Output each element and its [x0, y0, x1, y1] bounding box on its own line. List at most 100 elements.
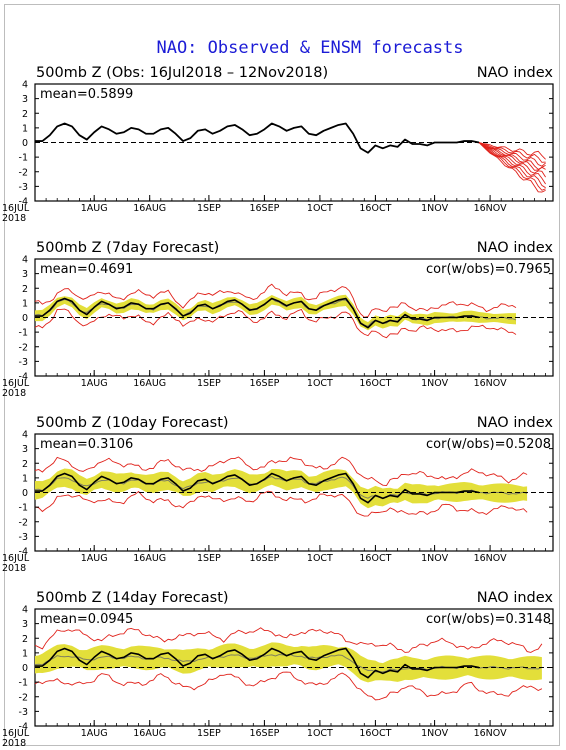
plot-frame [34, 83, 554, 202]
panel-index-label: NAO index [477, 415, 554, 431]
correlation-label: cor(w/obs)=0.7965 [426, 262, 551, 277]
ensemble-spread-band [35, 468, 528, 509]
chart-panel-1: 500mb Z (Obs: 16Jul2018 – 12Nov2018) NAO … [2, 65, 554, 224]
x-tick-label: 16AUG [133, 553, 166, 564]
x-tick-label: 16JUL [2, 553, 30, 564]
y-tick-label: 1 [22, 298, 28, 309]
ensemble-min-line [34, 308, 517, 339]
x-tick-label: 1OCT [307, 728, 333, 739]
y-tick-label: 0 [22, 488, 28, 499]
x-tick-label: 1SEP [197, 378, 221, 389]
forecast-member-line [478, 142, 546, 189]
y-tick-label: 0 [22, 663, 28, 674]
y-tick-label: -4 [19, 722, 28, 733]
ensemble-min-line [34, 671, 543, 701]
x-tick-label-year: 2018 [2, 563, 26, 574]
mean-label: mean=0.5899 [40, 87, 133, 102]
forecast-member-line [478, 142, 546, 185]
x-tick-label: 16NOV [474, 728, 508, 739]
correlation-label: cor(w/obs)=0.5208 [426, 437, 551, 452]
panel-heading: 500mb Z (14day Forecast) [36, 590, 229, 606]
x-tick-label: 16NOV [474, 553, 508, 564]
x-tick-label: 16AUG [133, 378, 166, 389]
panel-heading: 500mb Z (7day Forecast) [36, 240, 219, 256]
x-tick-label: 1NOV [421, 203, 448, 214]
y-tick-label: 4 [22, 605, 28, 616]
figure-title: NAO: Observed & ENSM forecasts [156, 38, 463, 58]
y-tick-label: 3 [22, 269, 28, 280]
y-tick-label: 1 [22, 648, 28, 659]
y-tick-label: -1 [19, 153, 28, 164]
x-tick-label: 16SEP [249, 728, 279, 739]
y-tick-label: -3 [19, 707, 28, 718]
y-tick-label: 2 [22, 459, 28, 470]
chart-panel-4: 500mb Z (14day Forecast) NAO index mean=0.… [2, 590, 554, 749]
x-tick-label: 1SEP [197, 728, 221, 739]
forecast-member-line [478, 142, 546, 160]
y-tick-label: 0 [22, 138, 28, 149]
x-tick-label: 16AUG [133, 728, 166, 739]
x-tick-label: 1AUG [81, 203, 108, 214]
y-tick-label: 0 [22, 313, 28, 324]
forecast-member-line [478, 142, 546, 163]
x-tick-label: 16OCT [359, 378, 391, 389]
y-tick-label: -4 [19, 372, 28, 383]
x-tick-label: 16JUL [2, 728, 30, 739]
y-tick-label: 3 [22, 444, 28, 455]
chart-panel-3: 500mb Z (10day Forecast) NAO index mean=0.… [2, 415, 554, 574]
panel-heading: 500mb Z (10day Forecast) [36, 415, 229, 431]
ensemble-max-line [34, 627, 543, 653]
correlation-label: cor(w/obs)=0.3148 [426, 612, 551, 627]
y-tick-label: 2 [22, 634, 28, 645]
x-tick-label: 1AUG [81, 553, 108, 564]
x-tick-label: 1SEP [197, 553, 221, 564]
y-tick-label: -1 [19, 503, 28, 514]
y-tick-label: 4 [22, 80, 28, 91]
x-tick-label: 1AUG [81, 378, 108, 389]
ensemble-min-line [34, 490, 528, 517]
x-tick-label: 16AUG [133, 203, 166, 214]
ensemble-max-line [34, 283, 517, 318]
observed-nao-line [35, 297, 480, 329]
y-tick-label: -2 [19, 692, 28, 703]
mean-label: mean=0.4691 [40, 262, 133, 277]
forecast-member-line [478, 142, 546, 191]
x-tick-label: 16JUL [2, 203, 30, 214]
y-tick-label: -2 [19, 517, 28, 528]
x-tick-label-year: 2018 [2, 388, 26, 399]
x-tick-label: 16OCT [359, 553, 391, 564]
mean-label: mean=0.0945 [40, 612, 133, 627]
y-tick-label: 1 [22, 123, 28, 134]
y-tick-label: 1 [22, 473, 28, 484]
y-tick-label: 2 [22, 109, 28, 120]
x-tick-label: 1AUG [81, 728, 108, 739]
x-tick-label: 1OCT [307, 553, 333, 564]
panel-index-label: NAO index [477, 240, 554, 256]
y-tick-label: -4 [19, 197, 28, 208]
ensemble-max-line [34, 456, 528, 487]
observed-nao-line [35, 122, 480, 154]
figure-frame [4, 4, 560, 746]
ensemble-spread-band [35, 642, 542, 683]
y-tick-label: 3 [22, 94, 28, 105]
x-tick-label: 1OCT [307, 378, 333, 389]
x-tick-label: 1SEP [197, 203, 221, 214]
x-tick-label: 16SEP [249, 378, 279, 389]
observed-nao-line [35, 647, 480, 679]
x-tick-label: 1NOV [421, 553, 448, 564]
y-tick-label: 4 [22, 430, 28, 441]
y-tick-label: 3 [22, 619, 28, 630]
y-tick-label: -3 [19, 532, 28, 543]
x-tick-label: 16JUL [2, 378, 30, 389]
observed-nao-line [35, 472, 480, 504]
x-tick-label: 1NOV [421, 728, 448, 739]
y-tick-label: -2 [19, 342, 28, 353]
x-tick-label-year: 2018 [2, 738, 26, 749]
y-tick-label: -3 [19, 182, 28, 193]
x-tick-label: 16OCT [359, 728, 391, 739]
y-tick-label: -3 [19, 357, 28, 368]
y-tick-label: -1 [19, 328, 28, 339]
x-tick-label: 1NOV [421, 378, 448, 389]
x-tick-label: 1OCT [307, 203, 333, 214]
